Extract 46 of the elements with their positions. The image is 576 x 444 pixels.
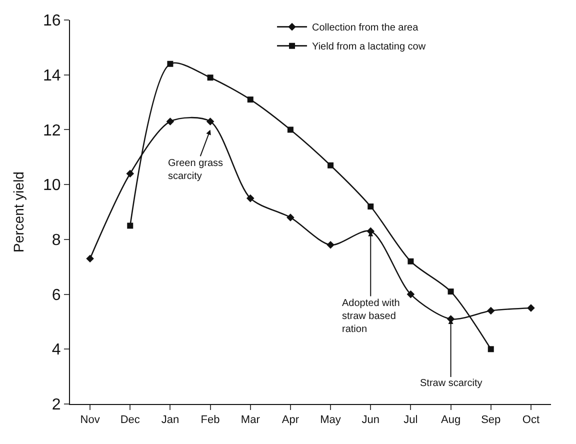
- point: [207, 74, 214, 81]
- point: [406, 290, 415, 298]
- point: [328, 162, 334, 168]
- x-tick-label: Jun: [362, 414, 380, 426]
- y-tick-label: 12: [43, 122, 61, 140]
- y-tick-label: 10: [43, 177, 61, 194]
- point: [86, 254, 94, 263]
- x-tick-label: Nov: [80, 414, 100, 426]
- point: [206, 118, 214, 126]
- y-tick-label: 4: [52, 342, 61, 359]
- point: [166, 118, 174, 126]
- point: [448, 288, 454, 295]
- y-tick-label: 2: [52, 396, 61, 414]
- y-tick-label: 14: [43, 67, 61, 84]
- x-tick-label: Feb: [200, 414, 220, 426]
- point: [488, 346, 494, 352]
- x-tick-label: Dec: [120, 414, 140, 426]
- x-tick-label: May: [320, 414, 342, 426]
- y-tick-label: 8: [52, 232, 61, 250]
- point: [126, 170, 134, 178]
- x-tick-label: Aug: [441, 414, 461, 426]
- legend-label: Collection from the area: [312, 22, 419, 34]
- point: [527, 304, 535, 312]
- annotation: Adopted with straw based ration: [342, 298, 400, 335]
- point: [167, 60, 174, 67]
- legend-label: Yield from a lactating cow: [312, 42, 426, 53]
- annotation: Green grass scarcity: [168, 158, 224, 182]
- x-tick-label: Jul: [404, 414, 418, 426]
- point: [127, 222, 134, 229]
- y-tick-label: 6: [52, 286, 61, 304]
- point: [486, 306, 495, 315]
- point: [247, 96, 254, 103]
- y-axis-title: Percent yield: [10, 172, 27, 252]
- point: [326, 241, 334, 249]
- point: [246, 194, 254, 202]
- point: [368, 204, 374, 210]
- x-tick-label: Oct: [522, 414, 540, 426]
- point: [287, 126, 294, 133]
- x-tick-label: Sep: [481, 414, 501, 426]
- point: [408, 258, 414, 264]
- annotation: Straw scarcity: [420, 378, 482, 389]
- y-tick-label: 16: [43, 12, 61, 30]
- x-tick-label: Mar: [240, 414, 260, 426]
- point: [286, 214, 294, 222]
- x-tick-label: Apr: [282, 414, 300, 426]
- x-tick-label: Jan: [161, 414, 180, 426]
